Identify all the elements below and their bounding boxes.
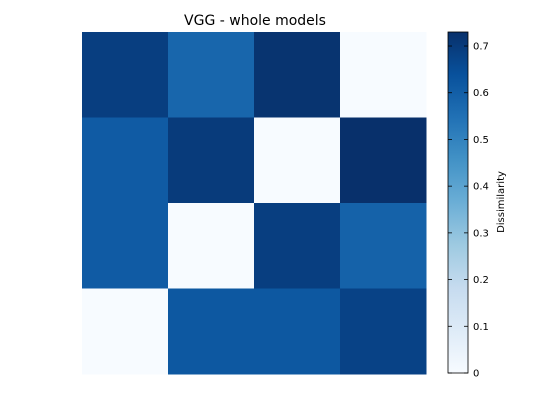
heatmap-cell-r2-c3 — [340, 203, 427, 289]
heatmap-cell-r1-c3 — [340, 117, 427, 204]
colorbar-tick-label: 0.4 — [473, 182, 489, 193]
heatmap-cell-r1-c1 — [168, 117, 255, 204]
heatmap-cells — [82, 32, 427, 375]
heatmap-cell-r0-c1 — [168, 32, 255, 118]
chart-title: VGG - whole models — [184, 13, 326, 29]
heatmap-cell-r1-c0 — [82, 117, 169, 204]
heatmap-cell-r2-c0 — [82, 203, 169, 289]
heatmap-cell-r0-c2 — [254, 32, 341, 118]
colorbar-tick-label: 0.1 — [473, 322, 489, 333]
heatmap-cell-r2-c1 — [168, 203, 255, 289]
heatmap-cell-r3-c0 — [82, 288, 169, 375]
colorbar-label: Dissimilarity — [496, 171, 507, 233]
colorbar: 0 0.1 0.2 0.3 0.4 0.5 0.6 0.7 Dissimilarity — [447, 31, 507, 380]
heatmap-cell-r0-c3 — [340, 32, 427, 118]
colorbar-tick-label: 0 — [473, 369, 479, 380]
heatmap-cell-r1-c2 — [254, 117, 341, 204]
heatmap-cell-r0-c0 — [82, 32, 169, 118]
colorbar-tick-label: 0.2 — [473, 275, 489, 286]
colorbar-tick-label: 0.5 — [473, 135, 489, 146]
heatmap-cell-r3-c2 — [254, 288, 341, 375]
colorbar-tick-label: 0.7 — [473, 42, 489, 53]
heatmap-cell-r3-c3 — [340, 288, 427, 375]
heatmap-cell-r3-c1 — [168, 288, 255, 375]
colorbar-ticks: 0 0.1 0.2 0.3 0.4 0.5 0.6 0.7 — [448, 42, 489, 380]
colorbar-gradient — [447, 31, 469, 374]
colorbar-tick-label: 0.3 — [473, 228, 489, 239]
colorbar-tick-label: 0.6 — [473, 88, 489, 99]
heatmap-cell-r2-c2 — [254, 203, 341, 289]
